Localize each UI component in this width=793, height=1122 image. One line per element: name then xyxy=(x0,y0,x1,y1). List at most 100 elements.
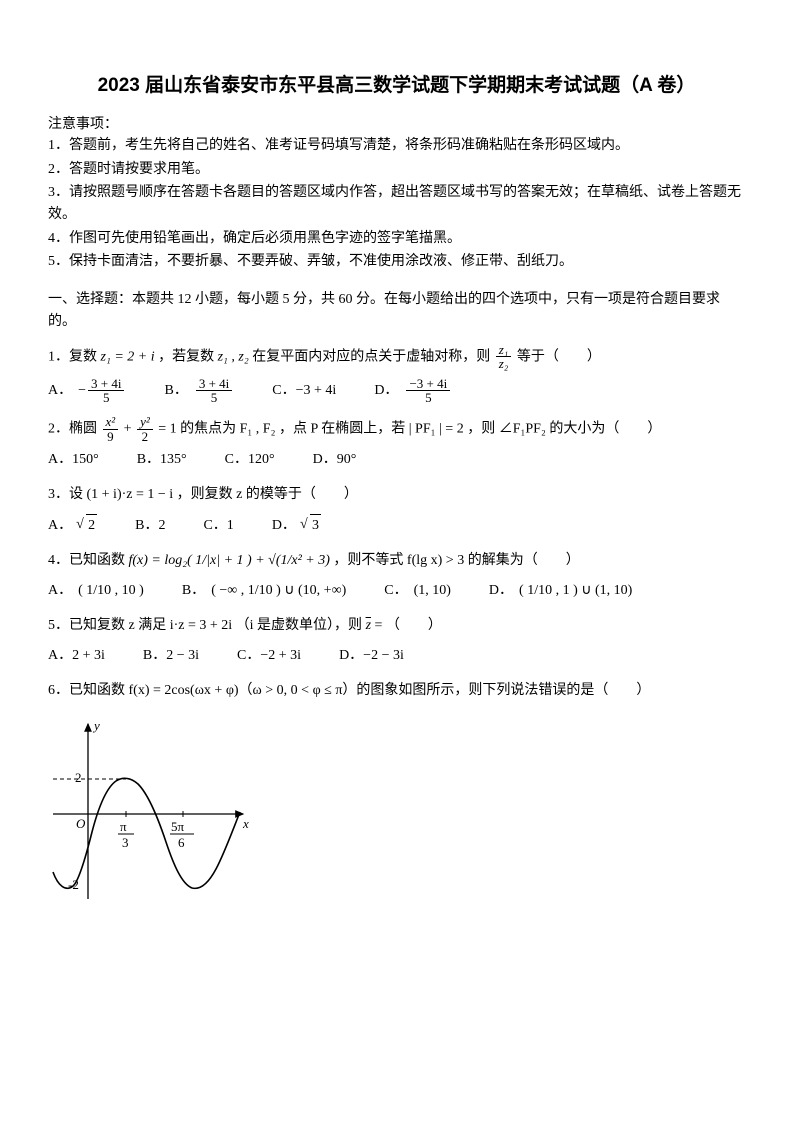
q3-d-sqrt: 3 xyxy=(302,514,321,537)
q5-zbar: z xyxy=(366,618,371,633)
instructions-heading: 注意事项： xyxy=(48,113,745,133)
xtick-5pi6-den: 6 xyxy=(178,835,185,850)
q4-d-val: ( 1/10 , 1 ) ∪ (1, 10) xyxy=(519,580,632,602)
q4-options: A． ( 1/10 , 10 ) B． ( −∞ , 1/10 ) ∪ (10,… xyxy=(48,580,745,602)
q1-b-num: 3 + 4i xyxy=(196,377,232,392)
xtick-pi3-num: π xyxy=(120,819,127,834)
question-1: 1．复数 z₁ = 2 + i ，若复数 z₁ , z₂ 在复平面内对应的点关于… xyxy=(48,343,745,371)
q2-pre: 2．椭圆 xyxy=(48,421,101,436)
q1-frac-num: z₁ xyxy=(496,343,512,358)
q1-b-den: 5 xyxy=(196,391,232,405)
q3-a-sqrt: 2 xyxy=(78,514,97,537)
q4-opt-d: D． ( 1/10 , 1 ) ∪ (1, 10) xyxy=(489,580,632,602)
question-2: 2．椭圆 x² 9 + y² 2 = 1 的焦点为 F₁ , F₂ ，点 P 在… xyxy=(48,415,745,443)
q1-d-den: 5 xyxy=(406,391,450,405)
q1-post: 等于（ ） xyxy=(517,349,601,364)
origin-label: O xyxy=(76,816,86,831)
q1-pre: 1．复数 xyxy=(48,349,101,364)
question-3: 3．设 (1 + i)·z = 1 − i ，则复数 z 的模等于（ ） xyxy=(48,482,745,509)
q2-left-den: 9 xyxy=(103,430,119,444)
q1-a-neg: − xyxy=(78,380,86,402)
q5-opt-b: B．2 − 3i xyxy=(143,645,199,667)
q3-d-rad: 3 xyxy=(310,514,321,537)
x-label: x xyxy=(242,816,249,831)
q1-a-label: A． xyxy=(48,380,72,402)
q4-opt-c: C． (1, 10) xyxy=(384,580,451,602)
q1-options: A． − 3 + 4i 5 B． 3 + 4i 5 C．−3 + 4i D． −… xyxy=(48,377,745,405)
q3-options: A． 2 B．2 C．1 D． 3 xyxy=(48,514,745,537)
q6-graph-svg: 2 -2 O x y π 3 5π 6 xyxy=(48,714,253,909)
q2-opt-a: A．150° xyxy=(48,449,99,471)
q3-opt-d: D． 3 xyxy=(272,514,321,537)
q5-pre: 5．已知复数 z 满足 i·z = 3 + 2i （i 是虚数单位），则 xyxy=(48,618,366,633)
q5-opt-d: D．−2 − 3i xyxy=(339,645,404,667)
q2-opt-d: D．90° xyxy=(313,449,357,471)
instruction-5: 5．保持卡面清洁，不要折暴、不要弄破、弄皱，不准使用涂改液、修正带、刮纸刀。 xyxy=(48,251,745,273)
q4-a-val: ( 1/10 , 10 ) xyxy=(78,580,144,602)
q3-opt-b: B．2 xyxy=(135,515,165,537)
q4-b-label: B． xyxy=(182,580,205,602)
q4-pre: 4．已知函数 xyxy=(48,553,129,568)
q4-fx: f(x) = log₂( 1/|x| + 1 ) + √(1/x² + 3) xyxy=(129,553,330,568)
q1-mid1: ，若复数 xyxy=(158,349,218,364)
cos-curve xyxy=(53,779,240,889)
q2-opt-b: B．135° xyxy=(137,449,187,471)
q1-opt-d: D． −3 + 4i 5 xyxy=(374,377,452,405)
exam-title: 2023 届山东省泰安市东平县高三数学试题下学期期末考试试题（A 卷） xyxy=(48,70,745,97)
q2-plus: + xyxy=(124,421,135,436)
q2-opt-c: C．120° xyxy=(225,449,275,471)
q4-b-val: ( −∞ , 1/10 ) ∪ (10, +∞) xyxy=(211,580,346,602)
question-6: 6．已知函数 f(x) = 2cos(ωx + φ)（ω > 0, 0 < φ … xyxy=(48,678,745,705)
q2-right-den: 2 xyxy=(137,430,153,444)
y-label: y xyxy=(92,718,100,733)
question-5: 5．已知复数 z 满足 i·z = 3 + 2i （i 是虚数单位），则 z =… xyxy=(48,613,745,640)
q1-opt-c: C．−3 + 4i xyxy=(272,380,336,402)
q4-opt-b: B． ( −∞ , 1/10 ) ∪ (10, +∞) xyxy=(182,580,346,602)
xtick-pi3-den: 3 xyxy=(122,835,129,850)
q3-a-rad: 2 xyxy=(86,514,97,537)
q4-a-label: A． xyxy=(48,580,72,602)
q3-d-label: D． xyxy=(272,515,296,537)
instruction-3: 3．请按照题号顺序在答题卡各题目的答题区域内作答，超出答题区域书写的答案无效；在… xyxy=(48,182,745,225)
q2-post: = 1 的焦点为 F₁ , F₂ ，点 P 在椭圆上，若 | PF₁ | = 2… xyxy=(158,421,661,436)
q5-post: = （ ） xyxy=(375,618,442,633)
q4-c-val: (1, 10) xyxy=(414,580,451,602)
instruction-4: 4．作图可先使用铅笔画出，确定后必须用黑色字迹的签字笔描黑。 xyxy=(48,228,745,250)
q1-a-den: 5 xyxy=(88,391,124,405)
q2-right-num: y² xyxy=(137,415,153,430)
q6-figure: 2 -2 O x y π 3 5π 6 xyxy=(48,714,745,909)
ytick-2: 2 xyxy=(75,770,82,785)
question-4: 4．已知函数 f(x) = log₂( 1/|x| + 1 ) + √(1/x²… xyxy=(48,548,745,575)
q5-opt-c: C．−2 + 3i xyxy=(237,645,301,667)
q3-opt-c: C．1 xyxy=(203,515,233,537)
q3-a-label: A． xyxy=(48,515,72,537)
q4-d-label: D． xyxy=(489,580,513,602)
q3-opt-a: A． 2 xyxy=(48,514,97,537)
ytick-neg2: -2 xyxy=(68,877,79,892)
q5-options: A．2 + 3i B．2 − 3i C．−2 + 3i D．−2 − 3i xyxy=(48,645,745,667)
q1-d-num: −3 + 4i xyxy=(406,377,450,392)
q5-opt-a: A．2 + 3i xyxy=(48,645,105,667)
q2-frac-right: y² 2 xyxy=(137,415,153,443)
q4-c-label: C． xyxy=(384,580,407,602)
q2-left-num: x² xyxy=(103,415,119,430)
q1-a-num: 3 + 4i xyxy=(88,377,124,392)
section-1-heading: 一、选择题：本题共 12 小题，每小题 5 分，共 60 分。在每小题给出的四个… xyxy=(48,289,745,332)
q1-d-frac: −3 + 4i 5 xyxy=(406,377,450,405)
instruction-1: 1．答题前，考生先将自己的姓名、准考证号码填写清楚，将条形码准确粘贴在条形码区域… xyxy=(48,135,745,157)
q1-a-frac: 3 + 4i 5 xyxy=(88,377,124,405)
q2-frac-left: x² 9 xyxy=(103,415,119,443)
xtick-5pi6-num: 5π xyxy=(171,819,185,834)
q1-zz: z₁ , z₂ xyxy=(218,349,249,364)
q1-b-frac: 3 + 4i 5 xyxy=(196,377,232,405)
q1-opt-a: A． − 3 + 4i 5 xyxy=(48,377,126,405)
instruction-2: 2．答题时请按要求用笔。 xyxy=(48,159,745,181)
q4-opt-a: A． ( 1/10 , 10 ) xyxy=(48,580,144,602)
q1-mid2: 在复平面内对应的点关于虚轴对称，则 xyxy=(252,349,494,364)
q1-b-label: B． xyxy=(164,380,187,402)
q4-mid: ，则不等式 f(lg x) > 3 的解集为（ ） xyxy=(333,553,579,568)
q2-options: A．150° B．135° C．120° D．90° xyxy=(48,449,745,471)
q1-z1: z₁ = 2 + i xyxy=(101,349,155,364)
q1-d-label: D． xyxy=(374,380,398,402)
q1-fraction: z₁ z₂ xyxy=(496,343,512,371)
